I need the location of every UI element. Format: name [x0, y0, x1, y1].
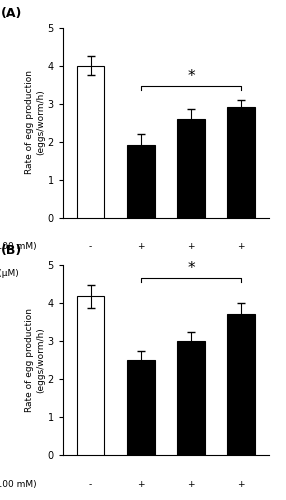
Y-axis label: Rate of egg production
(eggs/worm/h): Rate of egg production (eggs/worm/h) — [25, 70, 45, 174]
Bar — [227, 314, 255, 455]
Text: +: + — [187, 242, 195, 251]
Text: Glucose (100 mM): Glucose (100 mM) — [0, 480, 36, 488]
Text: -: - — [89, 242, 92, 251]
Text: +: + — [187, 480, 195, 488]
Text: +: + — [137, 242, 144, 251]
Text: 0: 0 — [88, 269, 94, 278]
Text: Glucose (100 mM): Glucose (100 mM) — [0, 242, 36, 251]
Text: (A): (A) — [1, 7, 23, 20]
Text: (B): (B) — [1, 244, 22, 258]
Bar — [77, 296, 104, 455]
Text: +: + — [237, 242, 245, 251]
Bar — [127, 360, 154, 455]
Text: Buformin (μM): Buformin (μM) — [0, 269, 19, 278]
Bar — [177, 118, 205, 218]
Y-axis label: Rate of egg production
(eggs/worm/h): Rate of egg production (eggs/worm/h) — [25, 308, 45, 412]
Bar — [77, 66, 104, 218]
Text: 10: 10 — [185, 269, 197, 278]
Text: +: + — [137, 480, 144, 488]
Text: 100: 100 — [233, 269, 250, 278]
Text: *: * — [187, 70, 195, 84]
Text: 0: 0 — [138, 269, 144, 278]
Bar — [227, 108, 255, 218]
Bar — [127, 146, 154, 218]
Text: +: + — [237, 480, 245, 488]
Text: *: * — [187, 262, 195, 276]
Text: -: - — [89, 480, 92, 488]
Bar — [177, 341, 205, 455]
